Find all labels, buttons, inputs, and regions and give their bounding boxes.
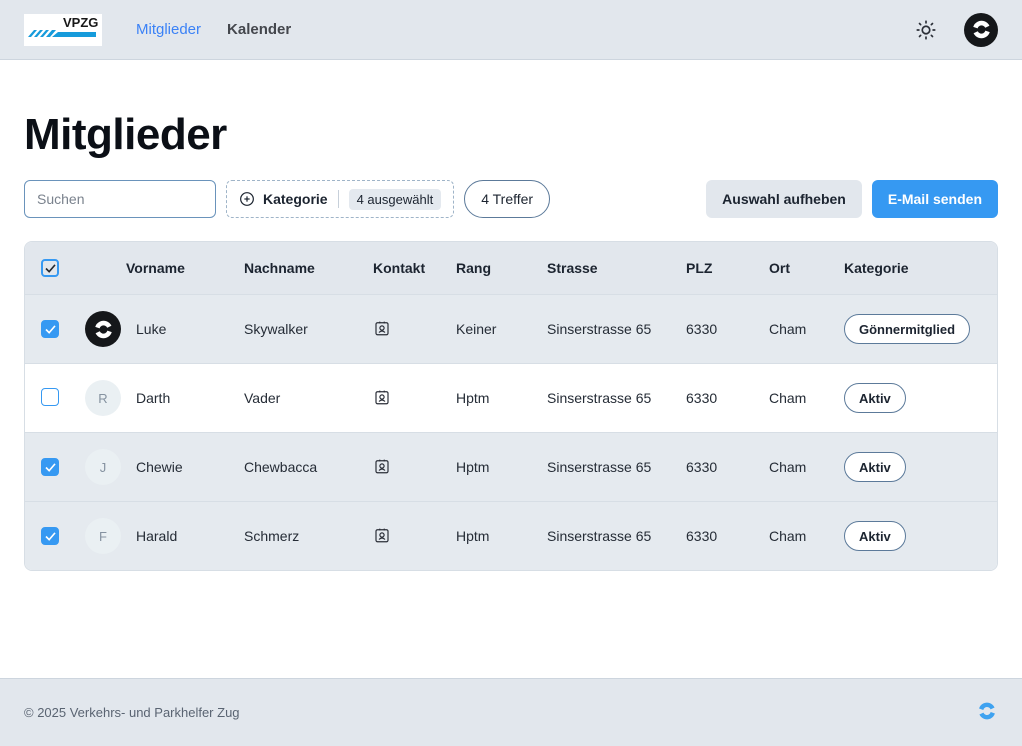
svg-text:VPZG: VPZG bbox=[63, 15, 98, 30]
